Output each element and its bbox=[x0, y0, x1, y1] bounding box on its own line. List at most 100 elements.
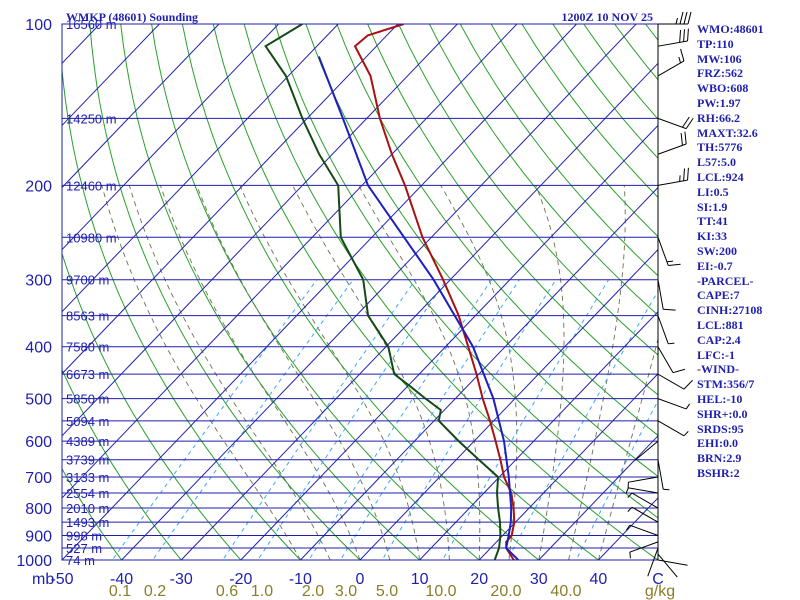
mixing-ratio-label: 40.0 bbox=[550, 583, 581, 600]
index-item: WMO:48601 bbox=[697, 22, 764, 36]
wind-barb bbox=[657, 373, 693, 390]
wind-barb-flag bbox=[687, 28, 689, 42]
height-label: 3739 m bbox=[66, 453, 109, 468]
pressure-tick-label: 700 bbox=[25, 470, 52, 487]
index-item: -PARCEL- bbox=[697, 273, 754, 288]
dry-adiabat bbox=[367, 24, 658, 396]
wind-barb bbox=[658, 11, 692, 25]
index-item: TH:5776 bbox=[697, 140, 743, 155]
index-item: SRDS:95 bbox=[697, 421, 744, 436]
dry-adiabat bbox=[181, 24, 540, 560]
wind-barb-staff bbox=[629, 541, 659, 553]
pressure-tick-label: 300 bbox=[25, 273, 52, 290]
temperature-tick-label: 40 bbox=[590, 571, 608, 588]
dry-adiabat bbox=[336, 24, 658, 437]
isotherm-line bbox=[62, 24, 220, 189]
wind-barb bbox=[657, 279, 676, 311]
dry-adiabat bbox=[428, 24, 658, 316]
dry-adiabat bbox=[274, 24, 658, 519]
wind-barb-staff bbox=[657, 459, 664, 490]
height-label: 7580 m bbox=[66, 340, 109, 355]
wind-barb-staff bbox=[657, 40, 688, 47]
wind-barb-half-flag bbox=[625, 487, 629, 494]
isotherm-line bbox=[62, 24, 339, 313]
wind-barb bbox=[657, 28, 689, 47]
mixing-ratio-label: 1.0 bbox=[251, 583, 273, 600]
pressure-tick-label: 100 bbox=[25, 17, 52, 34]
chart-title: WMKP (48601) Sounding bbox=[66, 10, 198, 24]
wind-barb-half-flag bbox=[683, 431, 689, 437]
pressure-tick-label: 900 bbox=[25, 528, 52, 545]
mixing-ratio-line bbox=[308, 279, 492, 560]
wind-barb-staff bbox=[657, 559, 688, 566]
pressure-tick-label: 1000 bbox=[16, 553, 52, 570]
wind-barb-flag bbox=[682, 116, 690, 128]
isotherm-line bbox=[240, 124, 658, 560]
dry-adiabat bbox=[62, 368, 182, 560]
index-item: RH:66.2 bbox=[697, 110, 740, 125]
mixing-ratio-label: 0.2 bbox=[144, 583, 166, 600]
temperature-unit-label: C bbox=[652, 571, 664, 588]
isotherm-line bbox=[419, 310, 658, 560]
wind-barb-flag bbox=[683, 379, 693, 390]
height-label: 10980 m bbox=[66, 230, 117, 245]
mixing-ratio-label: 3.0 bbox=[335, 583, 357, 600]
index-item: STM:356/7 bbox=[697, 377, 755, 392]
wind-barb-half-flag bbox=[678, 56, 681, 64]
wind-barb-staff bbox=[634, 440, 659, 461]
wind-barb bbox=[657, 167, 689, 186]
mixing-ratio-label: 20.0 bbox=[490, 583, 521, 600]
isotherm-line bbox=[121, 24, 637, 560]
height-label: 998 m bbox=[66, 528, 102, 543]
wind-barb-staff bbox=[657, 60, 685, 77]
profile-temperature bbox=[353, 24, 518, 560]
wind-barb-staff bbox=[657, 420, 685, 437]
wind-barb-staff bbox=[657, 553, 678, 578]
wind-barb bbox=[657, 48, 685, 77]
sounding-profiles bbox=[264, 24, 520, 560]
height-label: 2010 m bbox=[66, 501, 109, 516]
moist-adiabat bbox=[101, 185, 301, 560]
dry-adiabat bbox=[243, 24, 658, 560]
wind-barb-half-flag bbox=[685, 403, 691, 410]
isotherm-line bbox=[359, 248, 658, 560]
wind-barb-staff bbox=[657, 346, 674, 373]
wind-barb-flag bbox=[684, 131, 687, 145]
isotherm-line bbox=[62, 24, 577, 560]
index-item: TT:41 bbox=[697, 214, 729, 229]
dry-adiabat bbox=[151, 24, 480, 560]
index-item: PW:1.97 bbox=[697, 95, 741, 110]
height-label: 3133 m bbox=[66, 470, 109, 485]
wind-barb-staff bbox=[657, 279, 664, 310]
height-label: 527 m bbox=[66, 541, 102, 556]
temperature-tick-label: 10 bbox=[411, 571, 429, 588]
mixing-ratio-label: 2.0 bbox=[302, 583, 324, 600]
wind-barb-flag bbox=[679, 11, 684, 25]
wind-barb bbox=[657, 346, 686, 374]
wind-barb-staff bbox=[629, 524, 659, 536]
mixing-ratio-label: 0.6 bbox=[216, 583, 238, 600]
wind-barb-half-flag bbox=[629, 552, 631, 559]
pressure-tick-label: 600 bbox=[25, 434, 52, 451]
wind-barb-half-flag bbox=[675, 17, 678, 25]
wind-barb bbox=[625, 524, 659, 536]
dry-adiabat bbox=[62, 65, 302, 560]
index-item: CAPE:7 bbox=[697, 288, 740, 303]
mixing-ratio-label: 5.0 bbox=[376, 583, 398, 600]
wind-barbs bbox=[625, 11, 694, 578]
index-item: CINH:27108 bbox=[697, 303, 763, 318]
mixing-ratio-line bbox=[339, 279, 520, 560]
dry-adiabat bbox=[459, 24, 658, 277]
wind-barb bbox=[657, 315, 675, 345]
wind-barb-flag bbox=[679, 29, 682, 43]
wind-barb-staff bbox=[631, 492, 659, 509]
wind-barb bbox=[629, 541, 659, 559]
index-item: LCL:881 bbox=[697, 317, 744, 332]
height-label: 14250 m bbox=[66, 111, 117, 126]
moist-adiabat bbox=[159, 185, 361, 560]
temperature-tick-label: 0 bbox=[356, 571, 365, 588]
index-item: SI:1.9 bbox=[697, 199, 728, 214]
